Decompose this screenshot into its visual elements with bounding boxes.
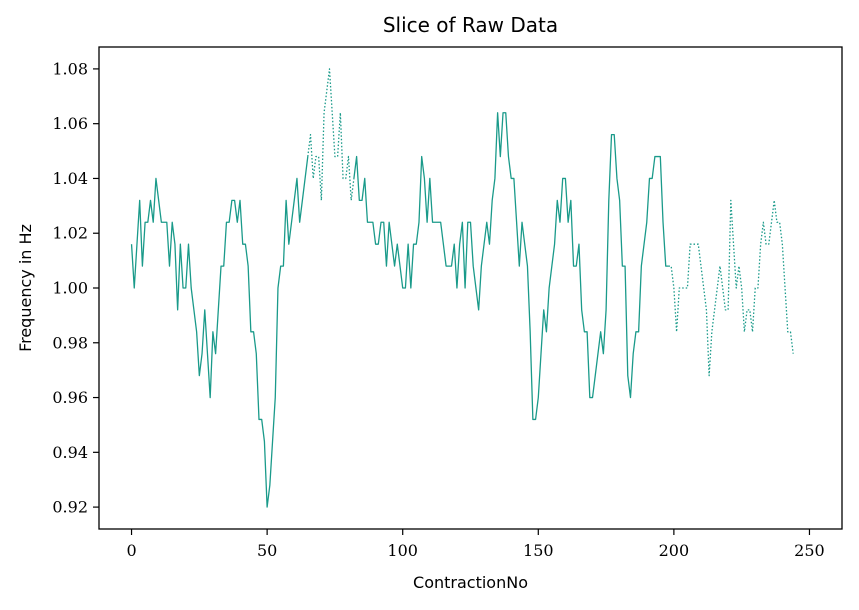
plot-area: 0 50 100 150 200 250 0.92 0.94 0.96 0.98 1.00 1.02 1… xyxy=(52,46,843,560)
x-tick-label: 200 xyxy=(659,541,690,560)
y-tick-label: 0.98 xyxy=(52,333,88,352)
y-tick-label: 1.06 xyxy=(52,114,88,133)
y-tick-label: 0.96 xyxy=(52,388,88,407)
chart-title: Slice of Raw Data xyxy=(383,13,558,37)
series-line-3-solid xyxy=(353,112,669,421)
y-tick-label: 1.08 xyxy=(52,59,88,78)
y-tick-label: 1.00 xyxy=(52,279,88,298)
series-line-2-dotted xyxy=(307,68,355,202)
x-tick-label: 250 xyxy=(794,541,825,560)
x-axis-label: ContractionNo xyxy=(413,573,528,592)
axes-frame xyxy=(98,46,843,530)
series-line-1-solid xyxy=(130,156,309,508)
x-tick-label: 100 xyxy=(387,541,418,560)
x-tick-label: 0 xyxy=(126,541,136,560)
series-line-4-dotted xyxy=(668,199,794,377)
y-tick-label: 1.04 xyxy=(52,169,88,188)
x-tick-label: 150 xyxy=(523,541,554,560)
y-axis-label: Frequency in Hz xyxy=(16,224,35,352)
y-tick-label: 0.94 xyxy=(52,443,88,462)
y-tick-label: 0.92 xyxy=(52,498,88,517)
y-tick-label: 1.02 xyxy=(52,224,88,243)
x-tick-label: 50 xyxy=(257,541,277,560)
